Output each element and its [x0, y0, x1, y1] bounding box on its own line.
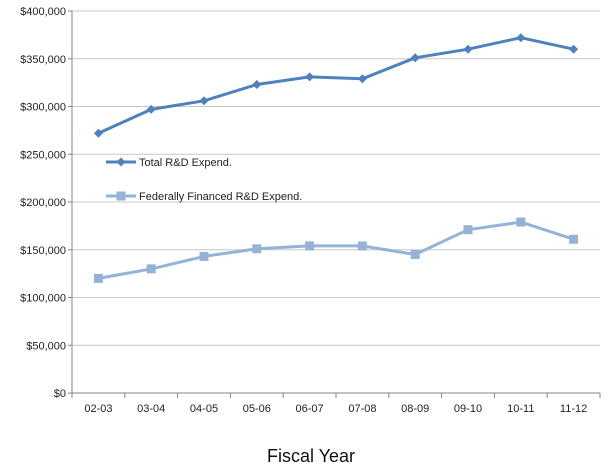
series-2-point — [410, 250, 420, 260]
y-tick-label: $200,000 — [20, 197, 66, 209]
x-tick-label: 06-07 — [296, 403, 324, 415]
x-tick-label: 05-06 — [243, 403, 271, 415]
series-1-point — [93, 128, 103, 138]
legend-marker-1 — [116, 157, 126, 167]
series-1-point — [146, 104, 156, 114]
y-tick-label: $250,000 — [20, 149, 66, 161]
series-1-point — [463, 44, 473, 54]
x-tick-label: 11-12 — [560, 403, 587, 415]
series-2-point — [93, 273, 103, 283]
y-tick-label: $350,000 — [20, 54, 66, 66]
series-1-point — [305, 72, 315, 82]
x-tick-label: 03-04 — [137, 403, 165, 415]
series-2-point — [357, 241, 367, 251]
series-1-point — [199, 96, 209, 106]
series-line-1 — [96, 36, 576, 135]
x-tick-label: 10-11 — [507, 403, 534, 415]
y-tick-label: $300,000 — [20, 102, 66, 114]
y-tick-labels: $0 $50,000 $100,000 $150,000 $200,000 $250,00… — [20, 6, 66, 400]
legend-label-2: Federally Financed R&D Expend. — [139, 191, 302, 203]
series-2-point — [199, 251, 209, 261]
y-tick-label: $150,000 — [20, 245, 66, 257]
x-tick-label: 09-10 — [454, 403, 482, 415]
legend: Total R&D Expend. Federally Financed R&D … — [106, 157, 302, 203]
gridlines — [72, 10, 600, 346]
y-tick-label: $100,000 — [20, 293, 66, 305]
y-tick-label: $400,000 — [20, 6, 66, 18]
x-tick-label: 08-09 — [401, 403, 429, 415]
axes — [68, 10, 601, 398]
x-tick-labels: 02-03 03-04 04-05 05-06 06-07 07-08 08-09 09-10… — [84, 403, 587, 415]
x-tick-label: 02-03 — [84, 403, 112, 415]
x-tick-label: 04-05 — [190, 403, 218, 415]
series — [93, 33, 579, 283]
series-2-point — [516, 217, 526, 227]
series-2-point — [463, 225, 473, 235]
series-1-point — [410, 53, 420, 63]
series-2-point — [252, 244, 262, 254]
series-1-point — [516, 33, 526, 43]
series-2-point — [305, 241, 315, 251]
y-tick-label: $0 — [54, 388, 66, 400]
legend-label-1: Total R&D Expend. — [139, 157, 232, 169]
series-line-2 — [96, 220, 576, 280]
series-1-point — [252, 80, 262, 90]
y-tick-label: $50,000 — [26, 340, 66, 352]
x-axis-title: Fiscal Year — [267, 446, 355, 465]
series-2-point — [569, 234, 579, 244]
series-2-point — [146, 264, 156, 274]
x-tick-label: 07-08 — [348, 403, 376, 415]
legend-marker-2 — [116, 191, 126, 201]
series-1-point — [569, 44, 579, 54]
series-1-point — [357, 74, 367, 84]
